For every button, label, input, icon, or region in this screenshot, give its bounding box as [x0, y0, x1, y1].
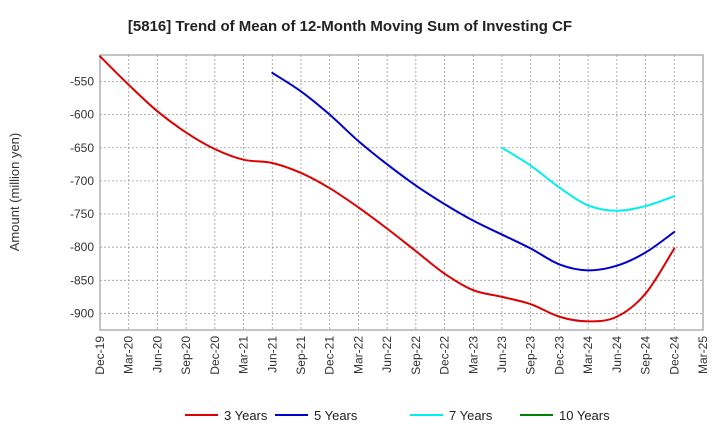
y-tick-label: -900	[70, 306, 94, 320]
y-axis-label: Amount (million yen)	[7, 133, 22, 252]
x-tick-label: Jun-22	[380, 336, 394, 373]
x-tick-label: Dec-20	[208, 336, 222, 375]
legend-label-10-years: 10 Years	[559, 408, 610, 423]
x-tick-label: Sep-22	[409, 336, 423, 375]
series-line-3-years	[99, 55, 676, 323]
y-tick-label: -550	[70, 75, 94, 89]
y-tick-label: -600	[70, 108, 94, 122]
y-tick-label: -650	[70, 141, 94, 155]
y-tick-label: -800	[70, 240, 94, 254]
plot-area	[99, 54, 704, 331]
x-tick-label: Dec-24	[667, 336, 681, 375]
y-tick-label: -750	[70, 207, 94, 221]
y-tick-label: -850	[70, 273, 94, 287]
legend-label-5-years: 5 Years	[314, 408, 358, 423]
legend: 3 Years 5 Years 7 Years 10 Years	[185, 408, 610, 423]
series-line-5-years	[271, 71, 676, 272]
x-tick-label: Jun-21	[265, 336, 279, 373]
y-axis-ticks: -550 -600 -650 -700 -750 -800 -850 -900	[70, 75, 94, 321]
legend-label-7-years: 7 Years	[449, 408, 493, 423]
x-tick-label: Dec-21	[323, 336, 337, 375]
x-tick-label: Sep-20	[179, 336, 193, 375]
x-axis-ticks: Dec-19 Mar-20 Jun-20 Sep-20 Dec-20 Mar-21 Jun-…	[93, 336, 710, 375]
x-tick-label: Mar-23	[466, 336, 480, 374]
x-tick-label: Mar-22	[351, 336, 365, 374]
chart-title: [5816] Trend of Mean of 12-Month Moving …	[128, 18, 572, 35]
grid-lines	[100, 55, 703, 330]
x-tick-label: Sep-21	[294, 336, 308, 375]
series-line-7-years	[501, 146, 676, 212]
legend-label-3-years: 3 Years	[224, 408, 268, 423]
x-tick-label: Sep-24	[639, 336, 653, 375]
x-tick-label: Dec-19	[93, 336, 107, 375]
x-tick-label: Sep-23	[524, 336, 538, 375]
x-tick-label: Mar-20	[122, 336, 136, 374]
x-tick-label: Mar-25	[696, 336, 710, 374]
series-lines	[99, 55, 676, 323]
x-tick-label: Jun-23	[495, 336, 509, 373]
x-tick-label: Jun-20	[150, 336, 164, 373]
x-tick-label: Dec-23	[552, 336, 566, 375]
x-tick-label: Mar-21	[237, 336, 251, 374]
x-tick-label: Mar-24	[581, 336, 595, 374]
x-tick-label: Dec-22	[438, 336, 452, 375]
x-tick-label: Jun-24	[610, 336, 624, 373]
y-tick-label: -700	[70, 174, 94, 188]
